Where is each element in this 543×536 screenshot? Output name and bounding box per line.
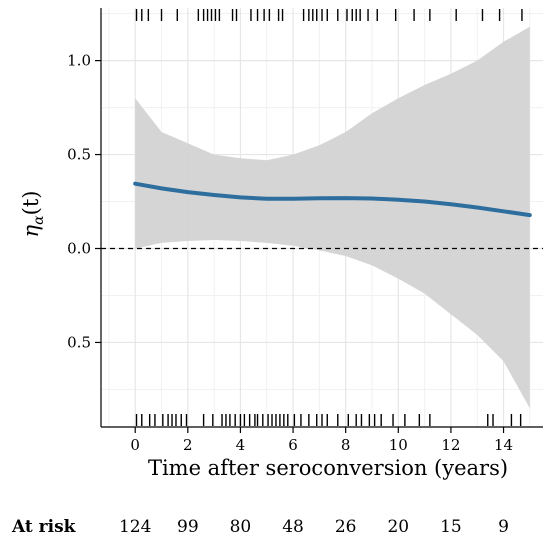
axes: 0 2 4 6 8 10 12 14 1.0 0.5 0.0 0.5 <box>67 8 543 454</box>
at-risk-table: At risk 124 99 80 48 26 20 15 9 <box>11 517 509 536</box>
x-axis-title: Time after seroconversion (years) <box>148 456 508 480</box>
confidence-band-layer <box>135 26 530 409</box>
y-axis-suffix: (t) <box>19 191 43 216</box>
at-risk-count: 48 <box>282 517 304 536</box>
x-tick-label: 14 <box>494 436 513 454</box>
at-risk-count: 26 <box>335 517 357 536</box>
x-tick-label: 2 <box>183 436 193 454</box>
series-line-layer <box>133 181 532 218</box>
rug-marks <box>135 9 523 426</box>
y-tick-label: 0.0 <box>67 240 91 258</box>
at-risk-count: 124 <box>119 517 151 536</box>
y-axis-title: ηα(t) <box>19 191 47 238</box>
x-tick-label: 10 <box>389 436 408 454</box>
y-tick-label: 0.5 <box>67 146 91 164</box>
x-tick-label: 12 <box>441 436 460 454</box>
x-tick-label: 6 <box>288 436 298 454</box>
at-risk-count: 9 <box>498 517 509 536</box>
estimate-line <box>133 181 532 218</box>
at-risk-count: 99 <box>177 517 199 536</box>
at-risk-count: 15 <box>440 517 462 536</box>
x-tick-label: 4 <box>236 436 246 454</box>
y-axis-symbol: η <box>19 224 43 237</box>
at-risk-count: 80 <box>230 517 252 536</box>
at-risk-label: At risk <box>11 517 77 536</box>
x-tick-label: 0 <box>130 436 140 454</box>
at-risk-count: 20 <box>387 517 409 536</box>
y-axis-subscript: α <box>31 215 47 225</box>
confidence-band <box>135 26 530 409</box>
y-tick-label: 1.0 <box>67 52 91 70</box>
x-tick-label: 8 <box>341 436 351 454</box>
y-tick-label: 0.5 <box>67 333 91 351</box>
